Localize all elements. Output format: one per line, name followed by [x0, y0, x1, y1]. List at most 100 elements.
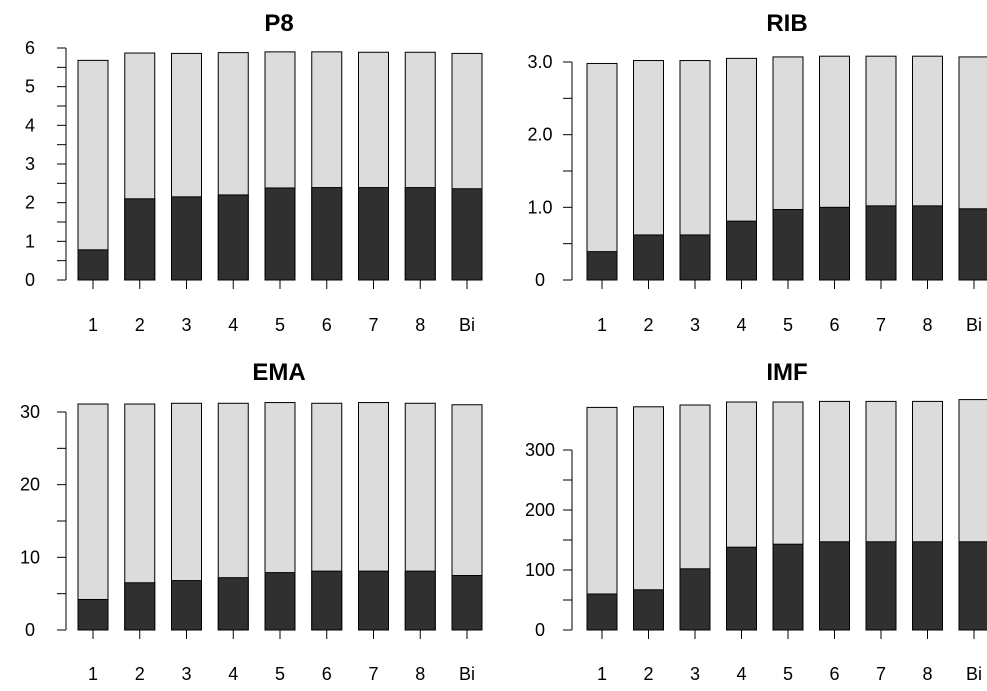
bar-part-5	[772, 209, 804, 281]
y-tick-label: 5	[25, 77, 35, 97]
x-tick-label: 5	[275, 664, 285, 684]
bar-part-Bi	[451, 188, 483, 281]
panel-imf: IMF 1 2 3 4 5 6 7 8 Bi 0 100 200 300	[525, 359, 987, 684]
x-tick-label: 3	[181, 315, 191, 335]
x-tick-label: 7	[876, 664, 886, 684]
x-tick-label: 1	[88, 664, 98, 684]
y-tick-label: 0	[535, 620, 545, 640]
x-tick-label: Bi	[459, 664, 475, 684]
panel-title: IMF	[766, 359, 807, 386]
bar-part-4	[726, 546, 757, 631]
x-tick-label: 8	[415, 664, 425, 684]
y-tick-label: 30	[20, 402, 40, 422]
x-tick-label: 5	[783, 315, 793, 335]
bar-part-2	[633, 234, 664, 281]
y-tick-label: 6	[25, 38, 35, 58]
bar-part-6	[311, 187, 343, 281]
x-tick-label: 8	[415, 315, 425, 335]
x-tick-label: 7	[368, 664, 378, 684]
x-tick-label: 1	[597, 664, 607, 684]
y-tick-label: 2.0	[527, 125, 552, 145]
bar-part-3	[679, 234, 711, 281]
x-tick-label: 8	[922, 664, 932, 684]
bar-part-8	[912, 205, 943, 281]
x-tick-label: 5	[275, 315, 285, 335]
x-tick-label: 4	[228, 315, 238, 335]
bar-part-5	[264, 572, 296, 631]
bar-part-8	[404, 187, 436, 281]
bar-part-6	[311, 570, 343, 631]
y-tick-label: 10	[20, 547, 40, 567]
x-tick-label: 2	[135, 664, 145, 684]
bar-part-Bi	[958, 541, 987, 631]
y-tick-label: 20	[20, 475, 40, 495]
bar-part-7	[358, 570, 389, 631]
bar-part-6	[819, 206, 850, 281]
bar-part-Bi	[958, 208, 987, 281]
bar-part-3	[171, 580, 202, 631]
bar-part-8	[912, 541, 943, 631]
bar-part-4	[217, 194, 249, 281]
x-tick-label: 2	[643, 315, 653, 335]
bar-total-1	[586, 406, 618, 631]
bar-part-5	[264, 187, 296, 281]
bar-part-1	[586, 251, 618, 281]
x-tick-label: 7	[876, 315, 886, 335]
panel-p8: P8 1 2 3 4 5 6 7 8 Bi 0 1 2 3 4 5 6	[25, 10, 483, 335]
bar-part-5	[772, 543, 804, 631]
x-tick-label: 1	[88, 315, 98, 335]
x-tick-label: 2	[643, 664, 653, 684]
bar-part-4	[726, 220, 757, 281]
bar-part-7	[865, 205, 897, 281]
x-tick-label: 8	[922, 315, 932, 335]
y-tick-label: 3	[25, 154, 35, 174]
y-tick-label: 1	[25, 231, 35, 251]
bar-part-2	[633, 589, 664, 631]
bar-part-1	[77, 249, 109, 281]
panel-rib: RIB 1 2 3 4 5 6 7 8 Bi 0 1.0 2.0 3.0	[527, 10, 987, 335]
y-tick-label: 0	[25, 620, 35, 640]
x-tick-label: 4	[736, 315, 746, 335]
panel-title: EMA	[252, 359, 305, 386]
y-tick-label: 300	[525, 440, 555, 460]
y-tick-label: 200	[525, 500, 555, 520]
bar-part-7	[358, 187, 389, 281]
x-tick-label: 4	[736, 664, 746, 684]
panel-title: P8	[264, 10, 293, 37]
panel-ema: EMA 1 2 3 4 5 6 7 8 Bi 0 10 20 30	[20, 359, 483, 684]
bar-part-3	[679, 568, 711, 631]
y-tick-label: 3.0	[527, 52, 552, 72]
x-tick-label: 6	[829, 664, 839, 684]
bar-part-8	[404, 570, 436, 631]
x-tick-label: 6	[829, 315, 839, 335]
x-tick-label: 6	[322, 315, 332, 335]
x-tick-label: Bi	[966, 664, 982, 684]
x-tick-label: Bi	[966, 315, 982, 335]
bar-part-Bi	[451, 575, 483, 631]
x-tick-label: 3	[690, 664, 700, 684]
y-tick-label: 0	[25, 270, 35, 290]
panel-title: RIB	[766, 10, 807, 37]
bar-part-2	[124, 198, 156, 281]
x-tick-label: 7	[368, 315, 378, 335]
x-tick-label: 3	[690, 315, 700, 335]
x-tick-label: 5	[783, 664, 793, 684]
bar-part-3	[171, 196, 202, 281]
bar-total-1	[77, 59, 109, 281]
bar-part-2	[124, 582, 156, 631]
x-tick-label: 4	[228, 664, 238, 684]
y-tick-label: 2	[25, 193, 35, 213]
y-tick-label: 1.0	[527, 197, 552, 217]
x-tick-label: 6	[322, 664, 332, 684]
bar-part-6	[819, 541, 850, 631]
x-tick-label: Bi	[459, 315, 475, 335]
bar-part-1	[586, 593, 618, 631]
bar-part-1	[77, 598, 109, 631]
x-tick-label: 3	[181, 664, 191, 684]
y-tick-label: 4	[25, 115, 35, 135]
x-tick-label: 1	[597, 315, 607, 335]
x-tick-label: 2	[135, 315, 145, 335]
y-tick-label: 100	[525, 560, 555, 580]
y-tick-label: 0	[535, 270, 545, 290]
